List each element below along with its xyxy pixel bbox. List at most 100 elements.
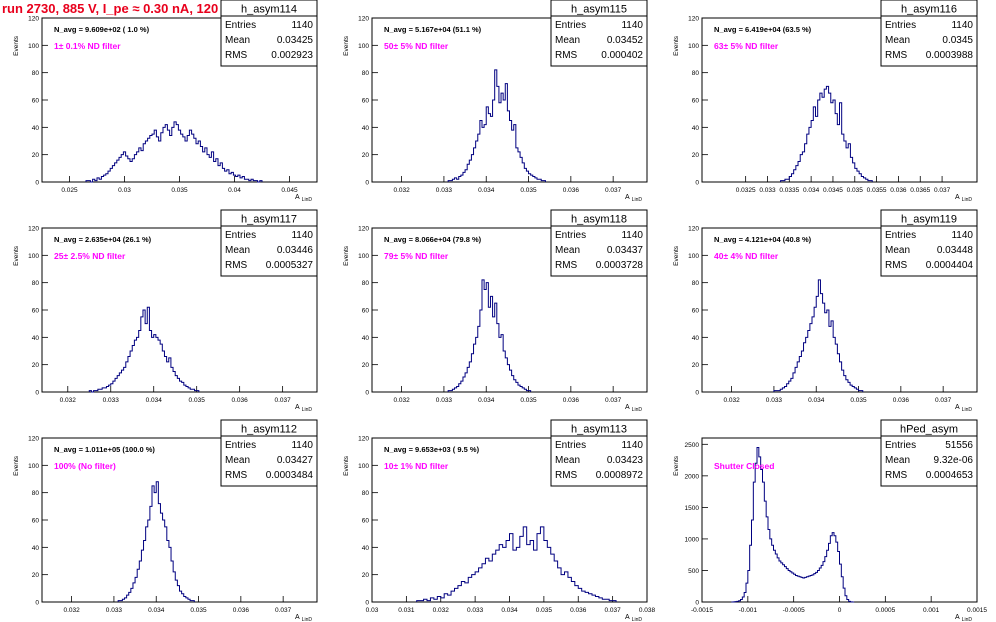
x-tick-label: 0.034 <box>803 187 820 194</box>
y-axis-label: Events <box>13 35 20 56</box>
stats-box <box>880 15 978 67</box>
x-tick-label: 0.032 <box>63 607 80 614</box>
stats-value: 0.03423 <box>607 455 644 466</box>
stats-box <box>550 435 648 487</box>
x-axis-label: A LinD <box>955 614 972 622</box>
y-tick-label: 0 <box>35 180 39 187</box>
y-tick-label: 80 <box>692 280 700 287</box>
y-axis-label: Events <box>343 455 350 476</box>
stats-box <box>550 225 648 277</box>
y-tick-label: 20 <box>362 362 370 369</box>
x-tick-label: 0.037 <box>274 397 291 404</box>
histogram-line <box>447 69 546 182</box>
navg-label: N_avg = 1.011e+05 (100.0 %) <box>54 445 155 454</box>
y-tick-label: 0 <box>695 390 699 397</box>
x-tick-label: 0.0325 <box>736 187 756 194</box>
histogram-pad-h_asym117: 0 20 40 60 80 100 120 0.032 0.033 0.034 0.035 0.036… <box>13 209 318 413</box>
y-tick-label: 40 <box>692 125 700 132</box>
x-tick-label: 0.001 <box>923 607 940 614</box>
x-tick-label: 0.033 <box>103 397 120 404</box>
y-tick-label: 0 <box>35 600 39 607</box>
x-tick-label: 0.0335 <box>779 187 799 194</box>
stats-label: Mean <box>225 35 250 46</box>
y-tick-label: 40 <box>32 545 40 552</box>
stats-label: Mean <box>885 455 910 466</box>
y-tick-label: 60 <box>32 518 40 525</box>
y-tick-label: 20 <box>692 362 700 369</box>
y-tick-label: 60 <box>692 308 700 315</box>
stats-value: 0.002923 <box>271 50 313 61</box>
y-tick-label: 20 <box>692 152 700 159</box>
x-axis-label-subscript: LinD <box>302 197 313 203</box>
stats-value: 0.0005327 <box>266 260 314 271</box>
y-tick-label: 60 <box>692 98 700 105</box>
stats-box <box>880 225 978 277</box>
x-tick-label: 0.031 <box>398 607 415 614</box>
stats-label: Entries <box>225 230 256 241</box>
stats-value: 0.0004653 <box>926 470 974 481</box>
x-axis-label-subscript: LinD <box>302 407 313 413</box>
y-tick-label: 20 <box>362 572 370 579</box>
histogram-title: h_asym112 <box>241 424 297 436</box>
y-tick-label: 120 <box>688 16 699 23</box>
x-tick-label: 0.034 <box>148 607 165 614</box>
y-tick-label: 120 <box>28 16 39 23</box>
y-tick-label: 100 <box>358 253 369 260</box>
stats-label: RMS <box>555 50 578 61</box>
x-tick-label: 0.035 <box>189 397 206 404</box>
x-axis-label-subscript: LinD <box>632 617 643 622</box>
x-tick-label: 0.04 <box>228 187 241 194</box>
y-tick-label: 100 <box>28 43 39 50</box>
x-tick-label: -0.0005 <box>783 607 805 614</box>
x-tick-label: -0.001 <box>739 607 758 614</box>
stats-value: 0.03437 <box>607 245 644 256</box>
histogram-title: h_asym116 <box>901 4 957 16</box>
y-tick-label: 120 <box>28 436 39 443</box>
stats-box <box>550 15 648 67</box>
histogram-line <box>416 526 617 602</box>
stats-label: Entries <box>225 20 256 31</box>
stats-value: 0.0345 <box>942 35 973 46</box>
stats-label: Entries <box>555 230 586 241</box>
x-tick-label: 0.032 <box>393 397 410 404</box>
x-axis-label-subscript: LinD <box>302 617 313 622</box>
filter-annotation: 40± 4% ND filter <box>714 251 779 261</box>
y-tick-label: 80 <box>362 280 370 287</box>
histogram-line <box>88 306 200 393</box>
stats-box <box>220 225 318 277</box>
x-tick-label: 0.036 <box>232 397 249 404</box>
y-tick-label: 100 <box>358 463 369 470</box>
navg-label: N_avg = 4.121e+04 (40.8 %) <box>714 235 812 244</box>
y-tick-label: 0 <box>365 390 369 397</box>
x-axis-label-subscript: LinD <box>632 407 643 413</box>
y-tick-label: 80 <box>32 280 40 287</box>
y-tick-label: 40 <box>362 545 370 552</box>
filter-annotation: 10± 1% ND filter <box>384 461 449 471</box>
y-tick-label: 100 <box>28 253 39 260</box>
histogram-line <box>447 279 532 392</box>
y-tick-label: 40 <box>32 125 40 132</box>
y-tick-label: 100 <box>688 253 699 260</box>
y-tick-label: 100 <box>688 43 699 50</box>
navg-label: N_avg = 9.609e+02 ( 1.0 %) <box>54 25 150 34</box>
histogram-title: h_asym119 <box>901 214 957 226</box>
y-tick-label: 120 <box>688 226 699 233</box>
y-tick-label: 20 <box>32 572 40 579</box>
x-tick-label: 0.036 <box>890 187 907 194</box>
x-tick-label: 0.036 <box>563 187 580 194</box>
y-tick-label: 0 <box>695 600 699 607</box>
stats-label: Entries <box>555 20 586 31</box>
x-tick-label: 0.037 <box>605 397 622 404</box>
y-tick-label: 0 <box>35 390 39 397</box>
y-tick-label: 20 <box>32 152 40 159</box>
x-tick-label: 0.0005 <box>875 607 895 614</box>
y-tick-label: 80 <box>32 490 40 497</box>
y-tick-label: 60 <box>362 518 370 525</box>
stats-value: 1140 <box>291 230 313 241</box>
filter-annotation: 79± 5% ND filter <box>384 251 449 261</box>
histogram-pad-hPed_asym: 0 500 1000 1500 2000 2500 -0.0015 -0.001 -0.0005… <box>673 419 987 622</box>
navg-label: N_avg = 5.167e+04 (51.1 %) <box>384 25 482 34</box>
x-tick-label: 0.034 <box>146 397 163 404</box>
y-tick-label: 0 <box>365 180 369 187</box>
